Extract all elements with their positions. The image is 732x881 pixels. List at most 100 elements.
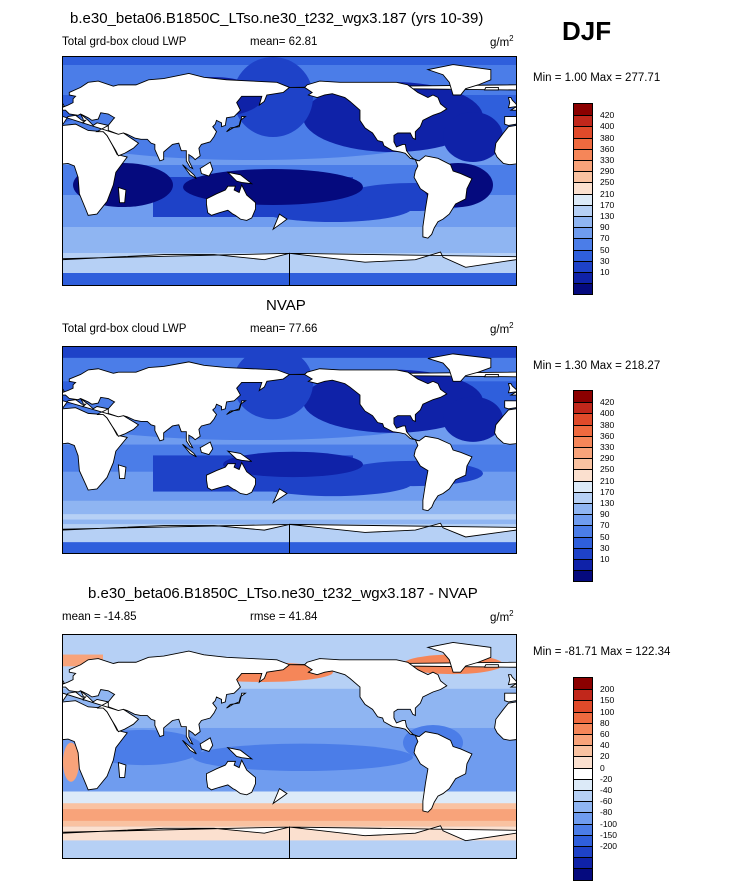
landmass bbox=[272, 213, 288, 231]
landmass bbox=[182, 164, 197, 179]
panel-3-colorbar: 200 150 100 80 60 40 20 0 -20 -40 -60 -80 -100 -150 -2… bbox=[573, 677, 617, 881]
colorbar-tick-label: 30 bbox=[600, 542, 610, 553]
panel-1-mean-label: mean= 62.81 bbox=[250, 36, 318, 48]
panel-1-variable-label: Total grd-box cloud LWP bbox=[62, 36, 187, 48]
landmass bbox=[289, 522, 516, 553]
colorbar-swatch bbox=[574, 514, 592, 526]
colorbar-swatch bbox=[574, 778, 592, 790]
colorbar-tick-label: 130 bbox=[600, 498, 615, 508]
panel-1-colorbar: 420 400 380 360 330 290 250 210 170 130 90 70 50 30 10 bbox=[573, 103, 614, 296]
landmass bbox=[199, 441, 214, 456]
field-contour bbox=[63, 654, 103, 667]
colorbar-swatch bbox=[574, 204, 592, 216]
colorbar-swatch bbox=[574, 283, 592, 295]
landmass bbox=[413, 435, 473, 512]
panel-2-map-svg bbox=[63, 347, 516, 553]
field-contour bbox=[233, 57, 313, 137]
landmass bbox=[413, 731, 473, 813]
landmass bbox=[63, 826, 290, 858]
colorbar-tick-label: 70 bbox=[600, 233, 610, 244]
colorbar-swatch bbox=[574, 857, 592, 869]
landmass bbox=[63, 680, 65, 684]
colorbar-swatch bbox=[574, 491, 592, 503]
landmass bbox=[289, 825, 516, 858]
colorbar-swatch bbox=[574, 260, 592, 272]
colorbar-tick-label: 420 bbox=[600, 110, 615, 121]
field-contour bbox=[63, 347, 516, 358]
colorbar-tick-label: 330 bbox=[600, 442, 615, 452]
landmass bbox=[427, 353, 492, 382]
landmass bbox=[205, 758, 256, 796]
colorbar-swatch bbox=[574, 391, 592, 403]
colorbar-swatch bbox=[574, 801, 592, 813]
field-contour bbox=[223, 451, 363, 478]
colorbar-tick-label: 130 bbox=[600, 211, 615, 221]
colorbar-swatch bbox=[574, 767, 592, 779]
colorbar-swatch bbox=[574, 734, 592, 746]
colorbar-tick-label: 210 bbox=[600, 475, 615, 486]
colorbar-tick-label: -200 bbox=[600, 841, 618, 851]
colorbar-swatch bbox=[574, 700, 592, 712]
colorbar-tick-label: 80 bbox=[600, 717, 610, 728]
panel-2-title: NVAP bbox=[266, 297, 306, 314]
colorbar-swatch bbox=[574, 503, 592, 515]
colorbar-swatch bbox=[574, 678, 592, 690]
landmass bbox=[303, 368, 448, 442]
colorbar-swatch bbox=[574, 689, 592, 701]
colorbar-tick-label: 10 bbox=[600, 554, 610, 564]
landmass bbox=[303, 658, 448, 737]
colorbar-swatch bbox=[574, 745, 592, 757]
colorbar-swatch bbox=[574, 525, 592, 537]
colorbar-tick-label: 100 bbox=[600, 706, 615, 717]
landmass bbox=[413, 155, 473, 239]
colorbar-swatch bbox=[574, 812, 592, 824]
colorbar-tick-label: 290 bbox=[600, 166, 615, 177]
landmass bbox=[205, 183, 256, 221]
landmass bbox=[199, 737, 214, 752]
landmass bbox=[226, 116, 247, 133]
panel-1-units: g/m2 bbox=[490, 34, 514, 49]
landmass bbox=[507, 97, 516, 109]
panel-3-rmse-label: rmse = 41.84 bbox=[250, 611, 318, 623]
colorbar-swatch bbox=[574, 559, 592, 571]
panel-2-minmax: Min = 1.30 Max = 218.27 bbox=[533, 360, 661, 372]
panel-2-mean-label: mean= 77.66 bbox=[250, 323, 318, 335]
field-contour bbox=[443, 112, 503, 162]
colorbar-swatch bbox=[574, 480, 592, 492]
colorbar-tick-label: 210 bbox=[600, 188, 615, 199]
panel-1-map bbox=[62, 56, 517, 286]
landmass bbox=[226, 692, 247, 709]
colorbar-swatch bbox=[574, 435, 592, 447]
landmass bbox=[426, 641, 492, 673]
colorbar-swatch bbox=[574, 834, 592, 846]
panel-2-units: g/m2 bbox=[490, 321, 514, 336]
landmass bbox=[272, 787, 288, 805]
colorbar-tick-label: -40 bbox=[600, 785, 613, 795]
panel-3-units: g/m2 bbox=[490, 609, 514, 624]
panel-3-minmax: Min = -81.71 Max = 122.34 bbox=[533, 646, 671, 658]
landmass bbox=[182, 739, 197, 755]
colorbar-tick-label: 360 bbox=[600, 143, 615, 154]
colorbar-tick-label: 60 bbox=[600, 729, 610, 739]
colorbar-swatch bbox=[574, 104, 592, 116]
colorbar-swatch bbox=[574, 137, 592, 149]
landmass bbox=[199, 161, 214, 177]
colorbar-swatch bbox=[574, 790, 592, 802]
colorbar-tick-label: 90 bbox=[600, 509, 610, 520]
landmass bbox=[63, 361, 291, 449]
colorbar-swatch bbox=[574, 182, 592, 194]
colorbar-swatch bbox=[574, 868, 592, 880]
panel-3-map bbox=[62, 634, 517, 859]
colorbar-tick-label: 330 bbox=[600, 155, 615, 165]
landmass bbox=[507, 674, 516, 686]
colorbar-tick-label: 250 bbox=[600, 464, 615, 475]
colorbar-swatch bbox=[574, 126, 592, 138]
panel-1-map-svg bbox=[63, 57, 516, 285]
colorbar-tick-label: 200 bbox=[600, 684, 615, 695]
colorbar-swatch bbox=[574, 148, 592, 160]
landmass bbox=[117, 761, 127, 778]
landmass bbox=[63, 73, 291, 170]
colorbar-tick-label: 380 bbox=[600, 419, 615, 430]
landmass bbox=[494, 124, 516, 166]
colorbar-swatch bbox=[574, 238, 592, 250]
